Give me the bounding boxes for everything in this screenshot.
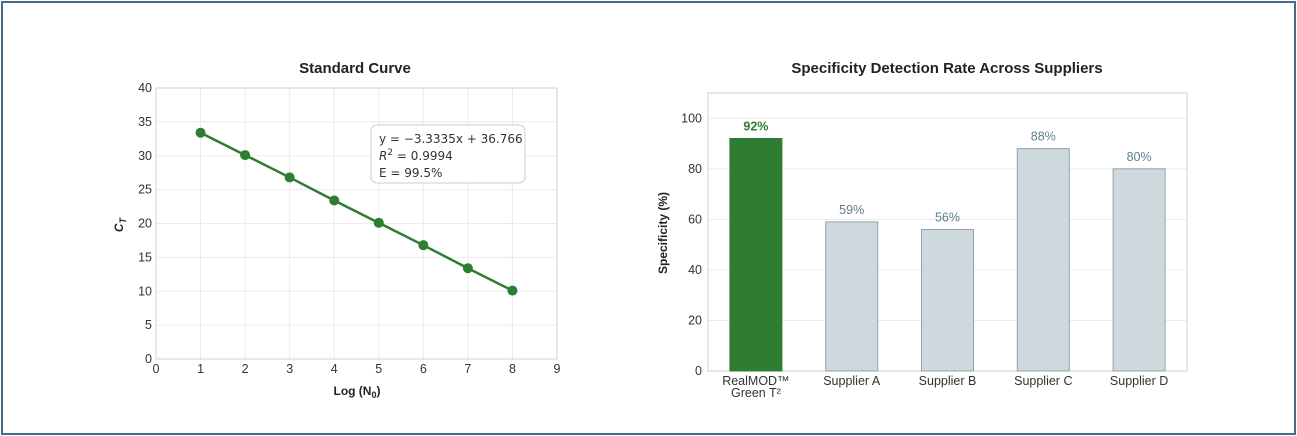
- r-squared-superscript: 2: [387, 148, 393, 158]
- y-tick-label: 40: [688, 263, 702, 277]
- efficiency-text: E = 99.5%: [379, 166, 442, 180]
- regression-equation: y = −3.3335x + 36.766: [379, 132, 523, 146]
- y-tick-label: 100: [681, 111, 702, 125]
- data-point: [284, 172, 295, 183]
- data-point: [418, 240, 429, 251]
- x-tick-label: 2: [242, 362, 249, 376]
- y-tick-label: 30: [138, 149, 152, 163]
- series-line: [199, 131, 514, 292]
- r-squared-value: = 0.9994: [393, 149, 453, 163]
- y-tick-label: 20: [138, 217, 152, 231]
- y-tick-label: 0: [145, 352, 152, 366]
- y-tick-label: 10: [138, 284, 152, 298]
- category-label: Supplier B: [919, 374, 977, 388]
- specificity-y-label: Specificity (%): [656, 192, 670, 274]
- data-point: [507, 285, 518, 296]
- standard-curve-x-label: Log (N0): [333, 384, 380, 400]
- x-tick-label: 1: [197, 362, 204, 376]
- x-tick-label: 6: [420, 362, 427, 376]
- x-tick-label: 0: [153, 362, 160, 376]
- x-tick-label: 9: [554, 362, 561, 376]
- y-tick-label: 80: [688, 162, 702, 176]
- bar: [921, 228, 974, 372]
- x-tick-label: 3: [286, 362, 293, 376]
- bar: [1016, 148, 1070, 372]
- standard-curve-y-label: CT: [112, 216, 128, 232]
- bar-value-label: 59%: [839, 203, 864, 217]
- y-tick-label: 60: [688, 212, 702, 226]
- bar-value-label: 92%: [743, 119, 768, 133]
- bar-value-label: 56%: [935, 210, 960, 224]
- bar: [825, 221, 879, 372]
- bar: [729, 137, 783, 372]
- standard-curve-chart: Standard Curve 0 1 2 3 4 5 6 7 8 9051015202530354…: [112, 60, 561, 400]
- x-tick-label: 8: [509, 362, 516, 376]
- x-label-main: Log (N: [333, 384, 371, 398]
- specificity-title: Specificity Detection Rate Across Suppli…: [791, 60, 1102, 77]
- r-squared-label: R: [379, 149, 387, 163]
- data-point: [462, 263, 473, 274]
- y-label-subscript: T: [118, 216, 128, 223]
- category-label: Supplier D: [1110, 374, 1168, 388]
- y-tick-label: 25: [138, 183, 152, 197]
- figure-canvas: Standard Curve 0 1 2 3 4 5 6 7 8 9051015202530354…: [112, 60, 1188, 400]
- y-tick-label: 35: [138, 115, 152, 129]
- x-tick-label: 4: [331, 362, 338, 376]
- data-point: [373, 217, 384, 228]
- regression-annotation: y = −3.3335x + 36.766 R2 = 0.9994 E = 99…: [370, 124, 526, 184]
- data-point: [329, 195, 340, 206]
- r-squared-text: R2 = 0.9994: [379, 148, 453, 163]
- y-tick-label: 0: [695, 364, 702, 378]
- data-point: [195, 127, 206, 138]
- x-label-close: ): [377, 384, 381, 398]
- bar-value-label: 88%: [1031, 130, 1056, 144]
- y-label-main: C: [112, 223, 126, 232]
- category-label: Supplier C: [1014, 374, 1072, 388]
- y-tick-label: 15: [138, 250, 152, 264]
- specificity-chart: Specificity Detection Rate Across Suppli…: [656, 60, 1188, 400]
- y-tick-label: 40: [138, 81, 152, 95]
- category-label: Green T²: [731, 386, 781, 400]
- y-tick-label: 20: [688, 313, 702, 327]
- category-label: Supplier A: [823, 374, 881, 388]
- x-tick-label: 7: [464, 362, 471, 376]
- y-tick-label: 5: [145, 318, 152, 332]
- bar: [1112, 168, 1166, 372]
- data-point: [240, 150, 251, 161]
- x-tick-label: 5: [375, 362, 382, 376]
- bar-value-label: 80%: [1127, 150, 1152, 164]
- x-label-subscript: 0: [371, 390, 376, 400]
- standard-curve-title: Standard Curve: [299, 60, 411, 77]
- category-label: RealMOD™: [722, 374, 789, 388]
